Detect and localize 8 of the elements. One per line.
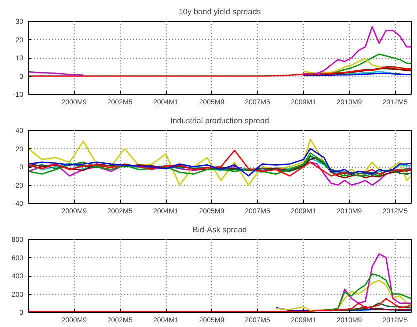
- chart-title: Industrial production spread: [170, 116, 270, 126]
- chart-title: Bid-Ask spread: [192, 226, 248, 234]
- line-series: [276, 280, 412, 312]
- line-series: [28, 138, 412, 186]
- line-series: [324, 274, 412, 310]
- chart-title: 10y bond yield spreads: [178, 8, 262, 16]
- line-series: [330, 302, 412, 312]
- line-series: [28, 66, 412, 77]
